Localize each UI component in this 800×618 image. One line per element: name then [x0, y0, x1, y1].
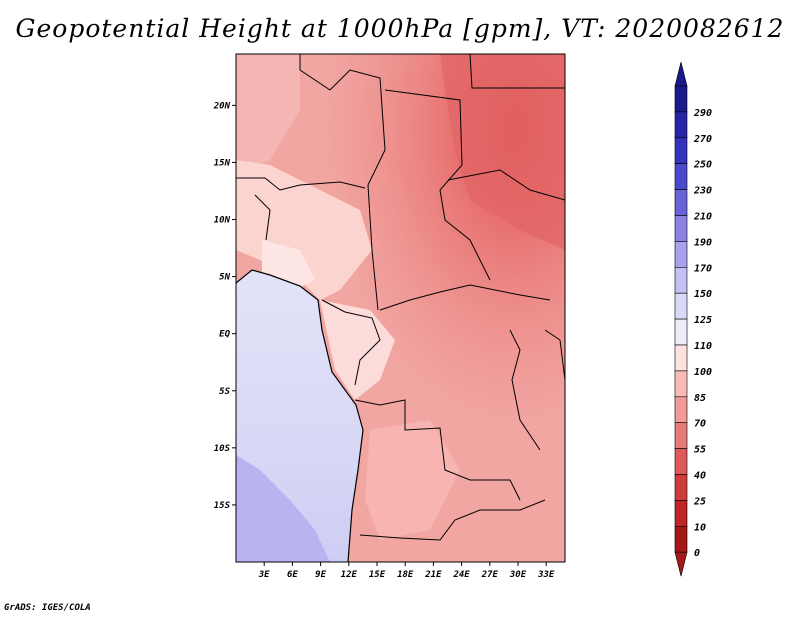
colorbar-swatch: [674, 525, 688, 553]
lon-label: 30E: [509, 570, 527, 580]
lon-label: 9E: [315, 570, 326, 580]
colorbar-swatch: [674, 344, 688, 372]
border-cameroon-gabon: [321, 299, 381, 386]
border-chad-sudan: [384, 89, 491, 281]
lat-label: 10S: [214, 444, 231, 454]
colorbar-swatch: [674, 292, 688, 320]
border-benin: [254, 194, 271, 241]
lat-label: 5N: [219, 273, 230, 283]
lat-label: 20N: [213, 101, 231, 111]
coastline: [236, 269, 364, 562]
colorbar-level-label: 40: [694, 471, 706, 482]
colorbar-level-label: 10: [694, 522, 706, 533]
chart-title: Geopotential Height at 1000hPa [gpm], VT…: [15, 14, 785, 43]
colorbar-swatch: [674, 474, 688, 501]
border-angola-drc: [354, 399, 521, 501]
country-borders: [236, 54, 565, 562]
border-car-drc: [379, 284, 551, 311]
lat-label: EQ: [219, 330, 230, 340]
colorbar-swatch: [674, 85, 688, 113]
border-libya-egypt: [469, 54, 565, 89]
colorbar-swatch: [674, 422, 688, 449]
lon-label: 18E: [397, 570, 414, 580]
colorbar-swatch: [674, 163, 688, 190]
border-uganda-kenya: [544, 329, 565, 381]
latitude-axis: 20N 15N 10N 5N EQ 5S 10S 15S: [213, 101, 236, 511]
lon-label: 24E: [452, 570, 470, 580]
grads-credit: GrADS: IGES/COLA: [4, 603, 91, 613]
lon-label: 3E: [258, 570, 270, 580]
lat-label: 10N: [214, 216, 231, 226]
lat-label: 5S: [219, 387, 230, 397]
map-frame: [235, 53, 566, 563]
colorbar-level-label: 25: [693, 496, 706, 507]
colorbar-swatch: [674, 111, 688, 139]
colorbar-level-label: 100: [694, 367, 712, 378]
colorbar-level-label: 270: [693, 134, 712, 145]
colorbar-level-label: 290: [693, 108, 712, 119]
colorbar-swatch: [674, 215, 688, 242]
colorbar-bottom-arrow: [674, 551, 688, 577]
border-sahel: [236, 177, 366, 191]
colorbar-level-label: 70: [694, 419, 706, 430]
ocean-deep-region: [236, 455, 330, 562]
colorbar-level-label: 210: [693, 212, 712, 223]
darker-northeast: [440, 54, 565, 250]
colorbar-swatch: [674, 241, 688, 268]
lon-label: 15E: [369, 570, 386, 580]
colorbar-level-label: 0: [694, 548, 700, 559]
colorbar-swatch: [674, 137, 688, 165]
border-east-lakes: [509, 329, 541, 451]
longitude-axis: 3E 6E 9E 12E 15E 18E 21E 24E 27E 30E 33E: [258, 562, 555, 580]
colorbar-level-label: 230: [693, 186, 712, 197]
colorbar: 2902702502302101901701501251101008570554…: [674, 61, 712, 577]
colorbar-swatch: [674, 266, 688, 294]
colorbar-swatch: [674, 448, 688, 475]
lon-label: 6E: [287, 570, 298, 580]
lon-label: 27E: [481, 570, 499, 580]
lon-label: 33E: [537, 570, 555, 580]
border-angola-namibia: [359, 499, 546, 541]
colorbar-level-label: 170: [694, 263, 712, 274]
colorbar-level-label: 85: [694, 393, 706, 404]
colorbar-top-arrow: [674, 61, 688, 87]
colorbar-level-label: 110: [694, 341, 712, 352]
colorbar-swatch: [674, 189, 688, 216]
colorbar-level-label: 250: [693, 160, 712, 171]
lon-label: 12E: [341, 570, 358, 580]
colorbar-level-label: 150: [694, 289, 712, 300]
lat-label: 15N: [214, 158, 231, 168]
colorbar-swatch: [674, 318, 688, 346]
border-sudan-ss: [447, 169, 565, 201]
colorbar-level-label: 55: [694, 445, 706, 456]
colorbar-swatch: [674, 370, 688, 398]
colorbar-level-label: 190: [694, 237, 712, 248]
colorbar-swatch: [674, 396, 688, 423]
colorbar-level-label: 125: [694, 315, 712, 326]
southern-shade: [365, 420, 460, 540]
lat-label: 15S: [214, 501, 231, 511]
lon-label: 21E: [424, 570, 442, 580]
northwest-shade: [236, 54, 300, 175]
shaded-field: [236, 54, 565, 562]
border-niger-chad: [299, 54, 386, 311]
colorbar-swatch: [674, 500, 688, 527]
gulf-light: [320, 300, 395, 400]
